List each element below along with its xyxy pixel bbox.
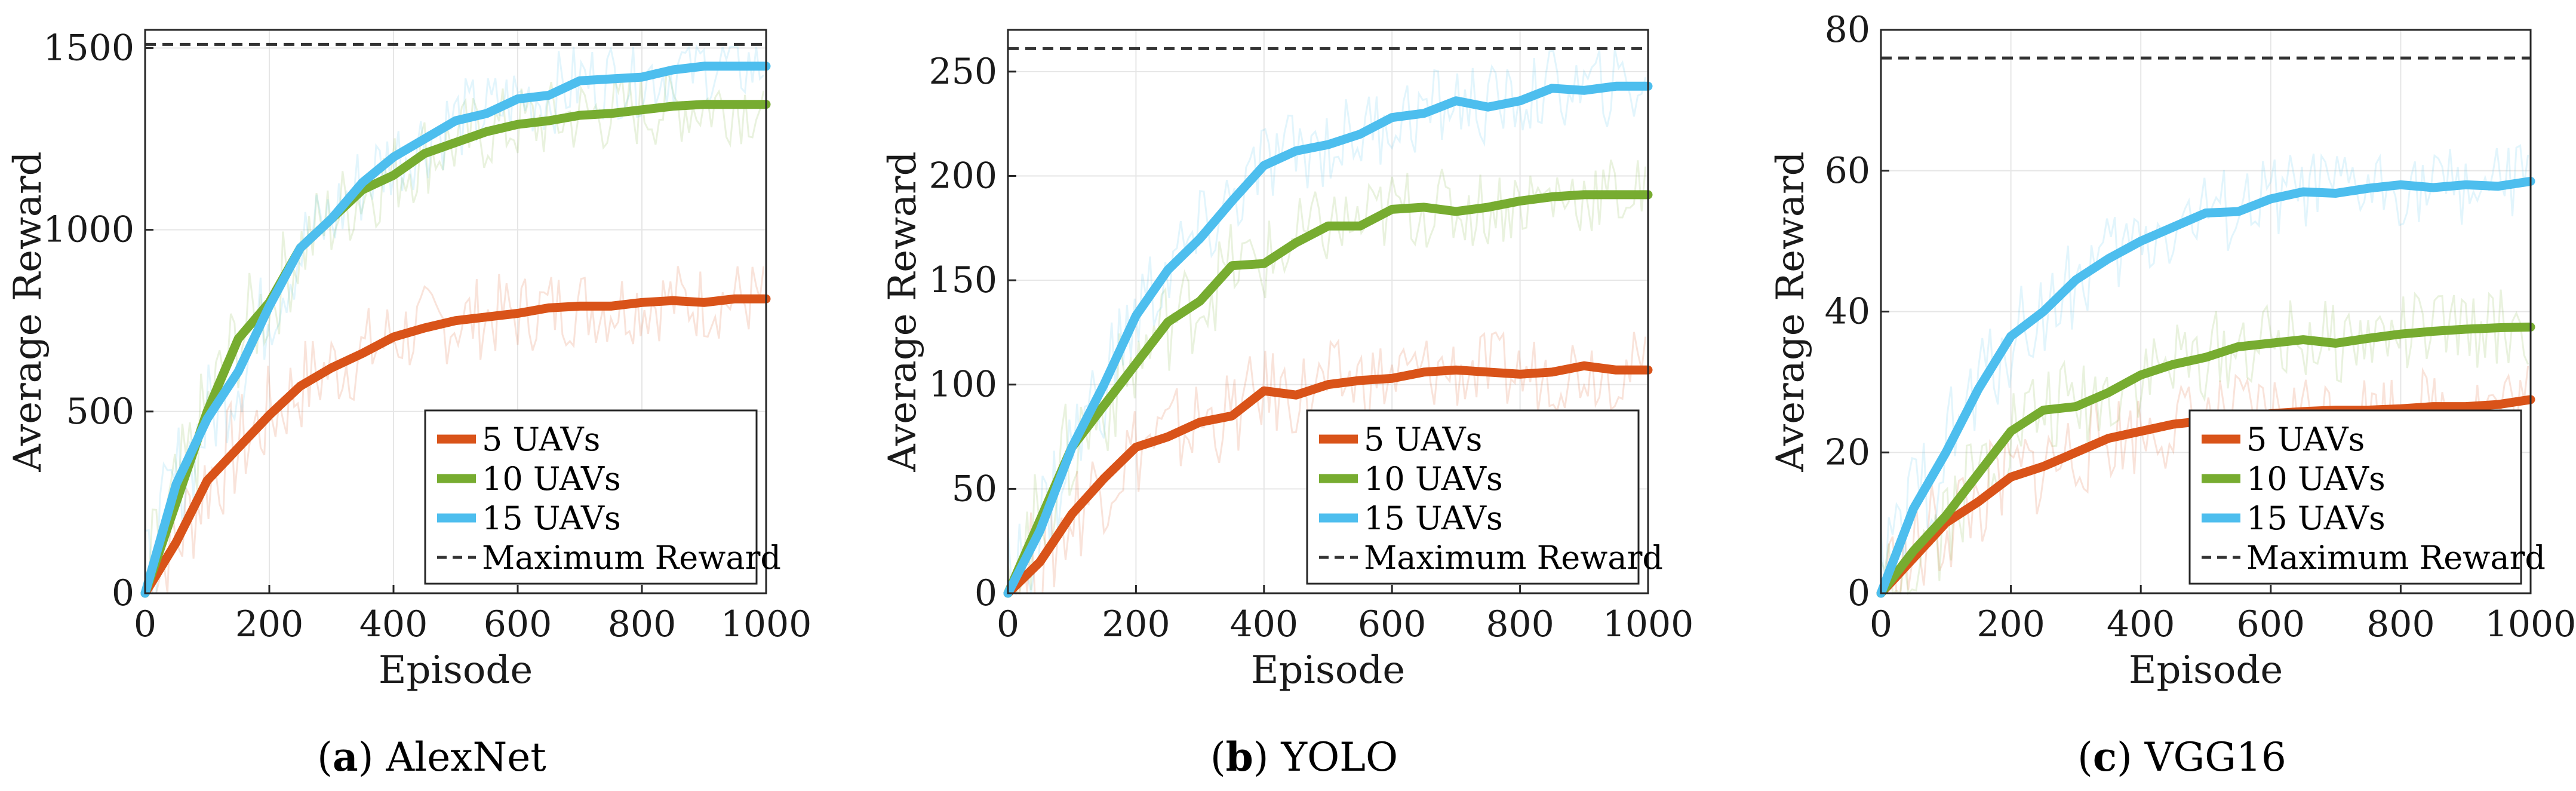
x-tick-label: 800 <box>2366 603 2435 645</box>
x-tick-label: 800 <box>608 603 677 645</box>
caption: (c) VGG16 <box>2077 734 2286 780</box>
legend-label-0: 5 UAVs <box>1364 421 1482 458</box>
x-tick-label: 1000 <box>721 603 812 645</box>
chart-panel-2: 0 200 400 600 800 1000 0 20 40 60 80 Episode Average… <box>1769 9 2576 780</box>
caption-letter: c <box>2093 734 2117 780</box>
legend-label-3: Maximum Reward <box>482 539 781 577</box>
x-axis-label: Episode <box>1251 648 1405 692</box>
series-line-2 <box>1876 176 2535 598</box>
y-axis-label: Average Reward <box>1769 151 1813 472</box>
axes-box <box>1007 29 1649 594</box>
noisy-trace-0 <box>1008 330 1647 595</box>
series-line-1 <box>1876 322 2535 598</box>
legend-label-0: 5 UAVs <box>2246 421 2365 458</box>
legend-label-0: 5 UAVs <box>482 421 600 458</box>
x-tick-label: 400 <box>359 603 428 645</box>
series-line-2 <box>1003 81 1653 598</box>
legend-label-3: Maximum Reward <box>2246 539 2546 577</box>
chart-panel-0: 0 200 400 600 800 1000 0 500 1000 1500 Episode Aver… <box>6 27 811 780</box>
y-tick-label: 40 <box>1825 291 1870 333</box>
x-tick-label: 0 <box>134 603 156 645</box>
caption-paren: ) <box>2117 734 2145 780</box>
y-tick-label: 80 <box>1825 9 1870 51</box>
y-tick-label: 0 <box>975 572 997 614</box>
caption-paren: ( <box>317 734 333 780</box>
x-tick-label: 0 <box>997 603 1019 645</box>
x-axis-label: Episode <box>2129 648 2283 692</box>
legend-box <box>424 409 758 585</box>
series-line-1 <box>1003 190 1653 598</box>
y-tick-label: 50 <box>952 468 997 510</box>
y-tick-label: 150 <box>929 259 997 301</box>
x-tick-label: 600 <box>1358 603 1427 645</box>
noisy-trace-1 <box>1880 289 2529 596</box>
y-axis-label: Average Reward <box>6 151 50 472</box>
y-tick-label: 100 <box>929 364 997 406</box>
y-tick-label: 200 <box>929 155 997 197</box>
series-line-0 <box>140 294 771 598</box>
x-tick-label: 600 <box>484 603 552 645</box>
series-line-2 <box>140 62 771 598</box>
y-tick-label: 0 <box>112 572 134 614</box>
caption-paren: ( <box>1210 734 1226 780</box>
y-tick-label: 0 <box>1848 572 1870 614</box>
x-tick-label: 400 <box>1230 603 1299 645</box>
y-axis-label: Average Reward <box>881 151 925 472</box>
legend-label-2: 15 UAVs <box>2246 499 2386 537</box>
chart-panel-1: 0 200 400 600 800 1000 0 50 100 150 200 250 Episode A… <box>881 29 1694 780</box>
caption-letter: b <box>1226 734 1253 780</box>
noisy-trace-1 <box>144 68 765 588</box>
caption: (b) YOLO <box>1210 734 1398 780</box>
x-tick-label: 400 <box>2107 603 2175 645</box>
caption: (a) AlexNet <box>317 734 546 780</box>
x-tick-label: 200 <box>1976 603 2045 645</box>
x-tick-label: 600 <box>2237 603 2306 645</box>
legend-label-1: 10 UAVs <box>1364 460 1503 498</box>
axes-box <box>144 29 767 594</box>
y-tick-label: 500 <box>66 391 134 433</box>
legend-label-2: 15 UAVs <box>1364 499 1503 537</box>
caption-letter: a <box>333 734 358 780</box>
legend-box <box>2188 409 2522 585</box>
caption-paren: ) <box>1253 734 1281 780</box>
caption-name: AlexNet <box>385 734 546 780</box>
y-tick-label: 1500 <box>43 27 134 69</box>
x-tick-label: 0 <box>1870 603 1892 645</box>
series-line-0 <box>1003 361 1653 598</box>
caption-name: YOLO <box>1281 734 1398 780</box>
y-tick-label: 60 <box>1825 150 1870 192</box>
caption-paren: ) <box>358 734 386 780</box>
y-tick-label: 1000 <box>43 209 134 251</box>
noisy-trace-1 <box>1007 160 1647 595</box>
x-tick-label: 200 <box>1102 603 1170 645</box>
x-tick-label: 200 <box>235 603 304 645</box>
y-tick-label: 20 <box>1825 431 1870 473</box>
x-tick-label: 1000 <box>2485 603 2576 645</box>
x-axis-label: Episode <box>379 648 533 692</box>
caption-name: VGG16 <box>2144 734 2286 780</box>
series-line-1 <box>140 100 771 598</box>
x-tick-label: 800 <box>1486 603 1554 645</box>
legend-label-1: 10 UAVs <box>482 460 621 498</box>
legend-label-2: 15 UAVs <box>482 499 621 537</box>
caption-paren: ( <box>2077 734 2093 780</box>
y-tick-label: 250 <box>929 51 997 93</box>
noisy-trace-0 <box>144 266 765 594</box>
legend-label-1: 10 UAVs <box>2246 460 2386 498</box>
x-tick-label: 1000 <box>1603 603 1694 645</box>
noisy-trace-2 <box>1880 144 2529 594</box>
legend-label-3: Maximum Reward <box>1364 539 1663 577</box>
legend-box <box>1306 409 1640 585</box>
